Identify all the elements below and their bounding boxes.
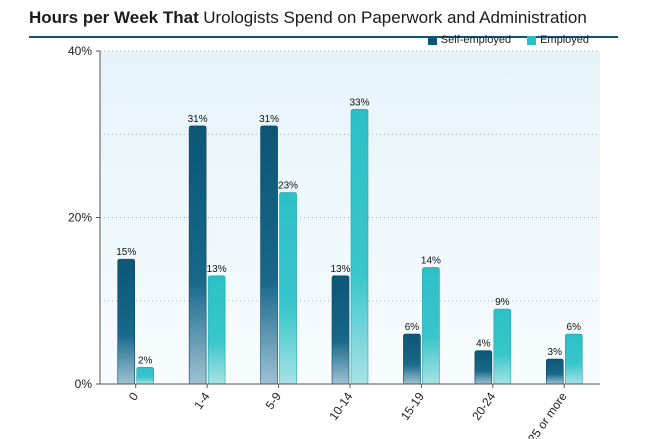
- legend-label-self-employed: Self-employed: [440, 34, 512, 46]
- data-label: 2%: [138, 355, 153, 366]
- bar-self-employed: [474, 350, 493, 385]
- data-label: 15%: [116, 247, 136, 258]
- bar-self-employed: [117, 258, 136, 385]
- data-label: 13%: [330, 264, 350, 275]
- data-label: 31%: [188, 114, 208, 125]
- x-tick-label: 1-4: [191, 389, 213, 412]
- data-label: 6%: [405, 322, 420, 333]
- bar-employed: [279, 192, 297, 385]
- data-label: 3%: [548, 347, 563, 358]
- chart-title: Hours per Week That Urologists Spend on …: [29, 8, 618, 38]
- x-tick-label: 10-14: [326, 389, 355, 422]
- bar-employed: [422, 267, 440, 385]
- legend-swatch-self-employed: [427, 35, 437, 45]
- bar-self-employed: [188, 125, 207, 385]
- bar-employed: [350, 108, 369, 385]
- y-tick-label: 0%: [75, 377, 93, 391]
- bar-employed: [207, 275, 226, 385]
- bar-self-employed: [403, 333, 421, 385]
- legend-swatch-employed: [527, 35, 537, 45]
- legend-item-self-employed: Self-employed: [427, 34, 512, 46]
- data-label: 9%: [495, 297, 510, 308]
- x-tick-label: 5-9: [263, 389, 285, 412]
- bar-employed: [493, 308, 512, 385]
- y-tick-label: 20%: [68, 211, 92, 225]
- data-label: 4%: [476, 339, 491, 350]
- data-label: 13%: [207, 264, 227, 275]
- chart-title-bold: Hours per Week That: [29, 8, 199, 27]
- chart-title-rest: Urologists Spend on Paperwork and Admini…: [203, 8, 587, 27]
- x-tick-label: 25 or more: [525, 389, 570, 439]
- data-label: 31%: [259, 114, 279, 125]
- bar-self-employed: [260, 125, 278, 385]
- data-label: 23%: [278, 181, 298, 192]
- data-label: 33%: [349, 97, 369, 108]
- bar-self-employed: [331, 275, 350, 385]
- bar-employed: [564, 333, 583, 385]
- legend-label-employed: Employed: [540, 34, 589, 46]
- bar-employed: [136, 367, 155, 385]
- data-label: 14%: [421, 255, 441, 266]
- data-label: 6%: [567, 322, 582, 333]
- y-tick-label: 40%: [68, 44, 92, 58]
- legend-item-employed: Employed: [527, 34, 589, 46]
- bar-self-employed: [545, 358, 564, 385]
- x-tick-label: 0: [126, 389, 141, 403]
- legend: Self-employed Employed: [427, 34, 589, 46]
- x-tick-label: 20-24: [469, 389, 498, 422]
- x-tick-label: 15-19: [398, 389, 427, 422]
